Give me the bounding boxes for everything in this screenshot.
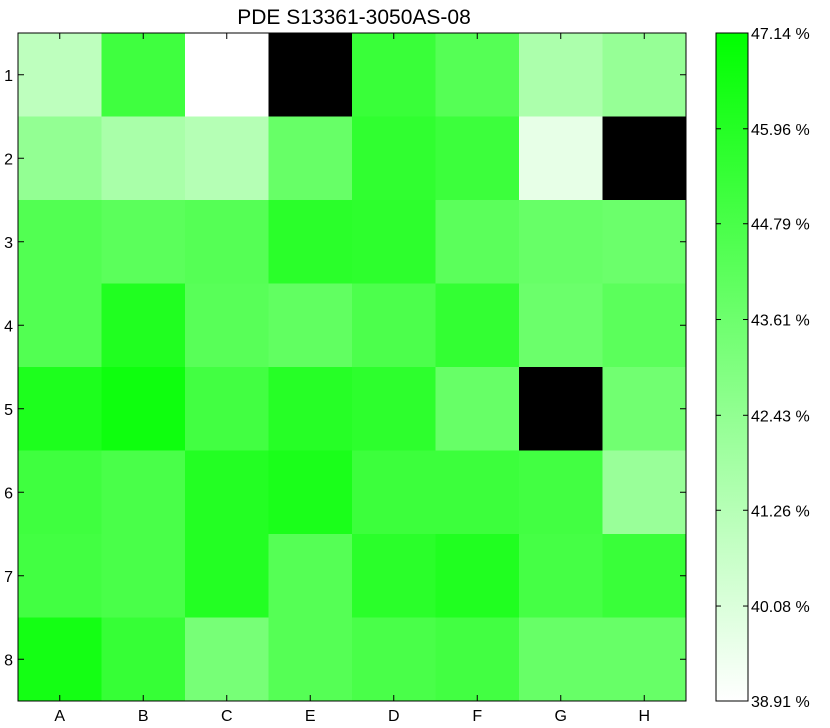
colorbar-tick-label: 42.43 % <box>751 408 810 425</box>
y-tick-label: 2 <box>4 151 13 168</box>
heatmap-cell-E4 <box>268 283 353 368</box>
heatmap-cell-H1 <box>602 33 687 117</box>
y-tick-label: 5 <box>4 402 13 419</box>
heatmap-cell-E1 <box>268 33 353 117</box>
heatmap-cell-C4 <box>185 283 269 368</box>
heatmap-cell-F5 <box>435 367 520 451</box>
x-tick-label: D <box>388 708 400 725</box>
colorbar-tick-label: 38.91 % <box>751 694 810 711</box>
heatmap-cell-A7 <box>18 534 102 618</box>
heatmap-cell-D1 <box>352 33 436 117</box>
heatmap-cells <box>18 33 687 702</box>
heatmap-cell-G5 <box>519 367 603 451</box>
y-tick-label: 4 <box>4 318 13 335</box>
heatmap-cell-E8 <box>268 617 353 702</box>
heatmap-cell-A8 <box>18 617 102 702</box>
heatmap-cell-A3 <box>18 200 102 284</box>
y-tick-label: 3 <box>4 235 13 252</box>
heatmap-cell-A2 <box>18 116 102 201</box>
heatmap-cell-G3 <box>519 200 603 284</box>
heatmap-cell-G7 <box>519 534 603 618</box>
heatmap-cell-F1 <box>435 33 520 117</box>
heatmap-cell-C5 <box>185 367 269 451</box>
heatmap-cell-E3 <box>268 200 353 284</box>
heatmap-cell-C3 <box>185 200 269 284</box>
heatmap-cell-A1 <box>18 33 102 117</box>
heatmap-cell-F2 <box>435 116 520 201</box>
x-tick-label: H <box>638 708 650 725</box>
y-tick-label: 8 <box>4 652 13 669</box>
y-tick-label: 6 <box>4 485 13 502</box>
heatmap-cell-F3 <box>435 200 520 284</box>
heatmap-cell-G6 <box>519 450 603 535</box>
heatmap-cell-B7 <box>101 534 186 618</box>
chart-title: PDE S13361-3050AS-08 <box>237 6 471 29</box>
heatmap-cell-B5 <box>101 367 186 451</box>
colorbar <box>715 32 749 702</box>
heatmap-cell-B4 <box>101 283 186 368</box>
heatmap-cell-F6 <box>435 450 520 535</box>
heatmap-cell-G8 <box>519 617 603 702</box>
heatmap-cell-D3 <box>352 200 436 284</box>
heatmap-cell-H3 <box>602 200 687 284</box>
heatmap-cell-A4 <box>18 283 102 368</box>
heatmap-cell-A5 <box>18 367 102 451</box>
plot-frame <box>17 32 687 702</box>
heatmap-cell-D5 <box>352 367 436 451</box>
heatmap-cell-H8 <box>602 617 687 702</box>
heatmap-cell-F4 <box>435 283 520 368</box>
x-tick-label: E <box>305 708 316 725</box>
heatmap-cell-G4 <box>519 283 603 368</box>
x-tick-label: B <box>138 708 149 725</box>
colorbar-tick-label: 47.14 % <box>751 26 810 43</box>
x-tick-label: F <box>472 708 482 725</box>
heatmap-cell-F8 <box>435 617 520 702</box>
heatmap-cell-F7 <box>435 534 520 618</box>
y-tick-label: 1 <box>4 68 13 85</box>
y-axis-ticks: 1 2 3 4 5 6 7 8 <box>4 68 686 669</box>
x-tick-label: A <box>54 708 65 725</box>
x-tick-label: G <box>555 708 567 725</box>
heatmap-cell-H7 <box>602 534 687 618</box>
heatmap-cell-B2 <box>101 116 186 201</box>
colorbar-ticks: 47.14 % 45.96 % 44.79 % 43.61 % 42.43 % 41.26… <box>716 26 810 711</box>
heatmap-cell-E2 <box>268 116 353 201</box>
y-tick-label: 7 <box>4 569 13 586</box>
heatmap-cell-C6 <box>185 450 269 535</box>
heatmap-cell-C7 <box>185 534 269 618</box>
heatmap-cell-C2 <box>185 116 269 201</box>
heatmap-cell-B3 <box>101 200 186 284</box>
heatmap-cell-D6 <box>352 450 436 535</box>
colorbar-tick-label: 44.79 % <box>751 217 810 234</box>
heatmap-cell-B1 <box>101 33 186 117</box>
heatmap-cell-E7 <box>268 534 353 618</box>
heatmap-cell-H5 <box>602 367 687 451</box>
heatmap-cell-B6 <box>101 450 186 535</box>
x-tick-label: C <box>221 708 233 725</box>
heatmap-cell-D8 <box>352 617 436 702</box>
heatmap-cell-E6 <box>268 450 353 535</box>
colorbar-tick-label: 45.96 % <box>751 122 810 139</box>
heatmap-cell-C8 <box>185 617 269 702</box>
heatmap-cell-D2 <box>352 116 436 201</box>
heatmap-cell-B8 <box>101 617 186 702</box>
heatmap-cell-G2 <box>519 116 603 201</box>
heatmap-cell-E5 <box>268 367 353 451</box>
heatmap-cell-A6 <box>18 450 102 535</box>
heatmap-cell-H4 <box>602 283 687 368</box>
heatmap-cell-C1 <box>185 33 269 117</box>
colorbar-tick-label: 41.26 % <box>751 503 810 520</box>
heatmap-cell-D7 <box>352 534 436 618</box>
colorbar-tick-label: 43.61 % <box>751 313 810 330</box>
heatmap-cell-G1 <box>519 33 603 117</box>
heatmap-cell-H2 <box>602 116 687 201</box>
colorbar-tick-label: 40.08 % <box>751 599 810 616</box>
heatmap-cell-D4 <box>352 283 436 368</box>
heatmap-cell-H6 <box>602 450 687 535</box>
